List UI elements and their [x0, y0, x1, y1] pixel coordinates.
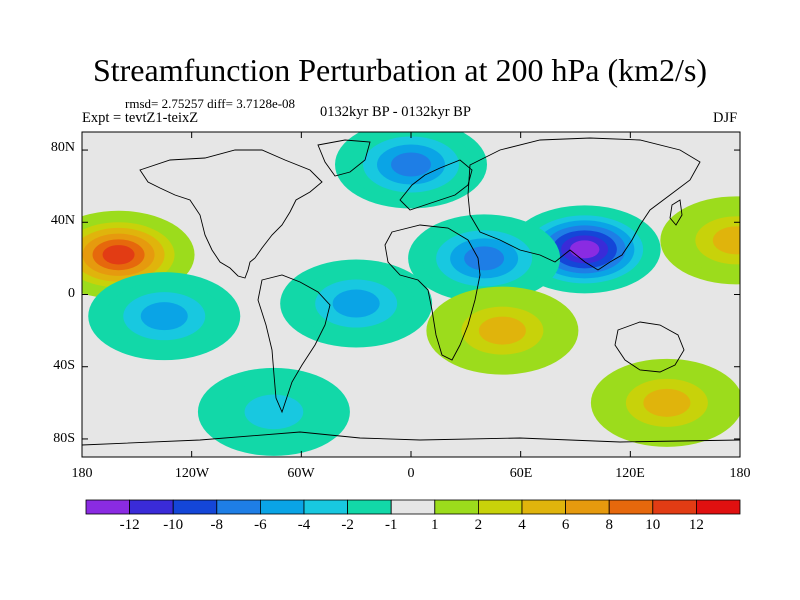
colorbar-swatch-6: [347, 499, 392, 515]
colorbar-swatch-4: [259, 499, 305, 515]
north-america-outline: [139, 149, 323, 279]
contour-ring: [332, 289, 380, 318]
colorbar-label-10: 6: [561, 517, 570, 533]
colorbar-label-13: 12: [688, 517, 704, 533]
field-layer: [82, 132, 740, 457]
anomaly-center-5: [88, 272, 241, 361]
experiment-label: Expt = tevtZ1-teixZ: [82, 110, 199, 126]
colorbar-swatch-3: [216, 499, 261, 515]
antarctica-outline: [82, 431, 740, 446]
colorbar-swatch-0: [85, 499, 130, 515]
australia-outline: [614, 321, 685, 373]
colorbar-label-3: -6: [254, 517, 267, 533]
lat-label-80n: 80N: [50, 140, 75, 155]
colorbar-label-8: 2: [474, 517, 483, 533]
colorbar-label-6: -1: [384, 517, 398, 533]
contour-ring: [391, 152, 431, 177]
colorbar: [85, 499, 741, 515]
stats-line: rmsd= 2.75257 diff= 3.7128e-08: [125, 96, 296, 111]
contour-ring: [643, 388, 691, 417]
colorbar-swatch-13: [652, 499, 697, 515]
colorbar-swatch-7: [390, 499, 436, 515]
lon-label-120e: 120E: [615, 466, 645, 481]
contour-ring: [244, 394, 304, 430]
colorbar-label-4: -4: [297, 517, 311, 533]
colorbar-label-7: 1: [431, 517, 439, 533]
lat-label-80s: 80S: [53, 431, 75, 446]
lon-label-120w: 120W: [174, 466, 210, 481]
anomaly-center-4: [280, 259, 433, 348]
colorbar-label-1: -10: [163, 517, 184, 533]
chart-title: Streamfunction Perturbation at 200 hPa (…: [92, 52, 708, 88]
europe-outline: [399, 159, 473, 211]
colorbar-swatch-5: [303, 499, 348, 515]
contour-ring: [712, 226, 740, 255]
anomaly-center-3: [335, 132, 487, 209]
season-label: DJF: [713, 110, 738, 126]
center-label: 0132kyr BP - 0132kyr BP: [320, 104, 471, 120]
contour-ring: [102, 245, 135, 265]
greenland-outline: [317, 139, 371, 177]
lon-label-0: 0: [407, 466, 415, 481]
colorbar-swatch-1: [129, 499, 174, 515]
asia-outline: [467, 137, 701, 271]
lon-label-180e: 180: [729, 466, 751, 481]
anomaly-center-2: [408, 214, 561, 303]
colorbar-swatch-2: [172, 499, 218, 515]
colorbar-label-11: 8: [605, 517, 613, 533]
colorbar-label-12: 10: [645, 517, 661, 533]
colorbar-label-2: -8: [210, 517, 224, 533]
colorbar-swatch-14: [696, 499, 741, 515]
africa-outline: [384, 224, 481, 361]
lon-label-60w: 60W: [287, 466, 315, 481]
colorbar-swatch-12: [608, 499, 654, 515]
lat-label-40s: 40S: [53, 358, 75, 373]
colorbar-label-5: -2: [341, 517, 354, 533]
colorbar-label-9: 4: [518, 517, 526, 533]
colorbar-swatch-8: [434, 499, 479, 515]
contour-ring: [464, 246, 505, 271]
coastlines: [82, 137, 740, 446]
contour-ring: [569, 240, 600, 259]
colorbar-swatch-9: [477, 499, 523, 515]
contour-ring: [478, 316, 526, 345]
anomaly-center-9: [197, 367, 350, 456]
lon-label-60e: 60E: [509, 466, 533, 481]
japan-outline: [669, 199, 683, 226]
anomaly-center-7: [426, 286, 579, 375]
lat-label-equator: 0: [68, 286, 75, 301]
axis-ticks: [81, 132, 741, 457]
lon-label-180w: 180: [71, 466, 93, 481]
lat-label-40n: 40N: [50, 213, 75, 228]
south-america-outline: [257, 274, 331, 414]
contour-ring: [140, 302, 188, 331]
colorbar-swatch-11: [565, 499, 610, 515]
anomaly-center-0: [82, 210, 195, 299]
anomaly-center-8: [590, 358, 740, 447]
colorbar-label-0: -12: [119, 517, 140, 533]
colorbar-swatch-10: [521, 499, 566, 515]
